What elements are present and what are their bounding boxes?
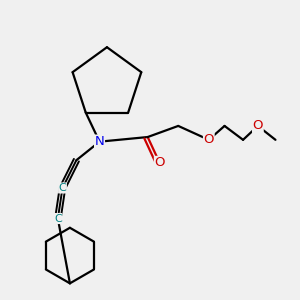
Text: N: N: [95, 135, 104, 148]
Text: O: O: [203, 133, 214, 146]
Text: O: O: [154, 157, 165, 169]
Text: O: O: [253, 119, 263, 132]
Text: C: C: [54, 214, 62, 224]
Text: C: C: [58, 183, 66, 193]
